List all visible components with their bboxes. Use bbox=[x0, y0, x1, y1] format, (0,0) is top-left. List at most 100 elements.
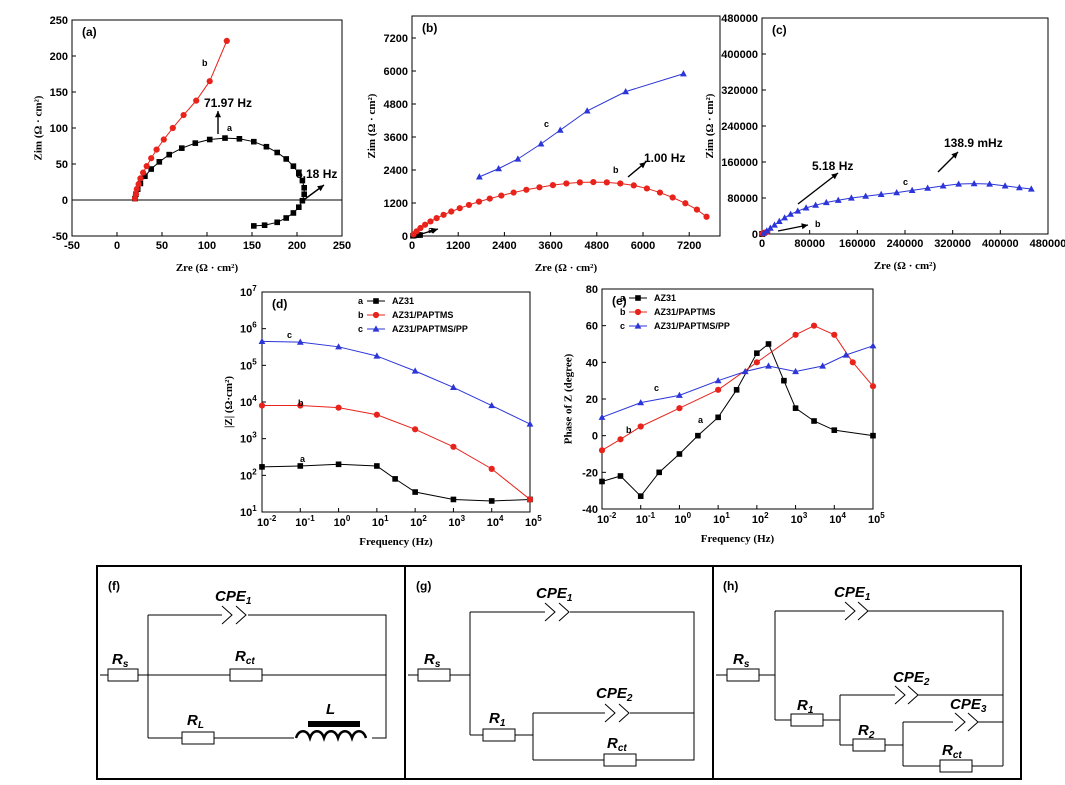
y-tick-label: 320000 bbox=[721, 85, 758, 97]
data-point bbox=[135, 181, 142, 188]
x-tick-label: 400000 bbox=[982, 238, 1019, 250]
plot-frame bbox=[601, 288, 874, 510]
data-point bbox=[822, 198, 830, 206]
data-point bbox=[296, 170, 302, 177]
data-point bbox=[297, 463, 304, 469]
data-point bbox=[598, 447, 606, 454]
data-point bbox=[834, 196, 842, 203]
series-line bbox=[479, 73, 684, 178]
rs-label: Rs bbox=[424, 651, 441, 670]
y-tick-label: 101 bbox=[240, 504, 257, 519]
data-point bbox=[495, 165, 503, 172]
y-tick-label: 102 bbox=[240, 467, 257, 482]
data-point bbox=[137, 175, 144, 182]
series-c bbox=[475, 70, 687, 180]
data-point bbox=[412, 489, 418, 495]
data-point bbox=[132, 191, 139, 198]
y-tick-label: 104 bbox=[240, 394, 257, 409]
legend-marker bbox=[634, 308, 642, 316]
x-tick-label: 160000 bbox=[839, 238, 876, 250]
data-point bbox=[148, 155, 155, 162]
data-point bbox=[583, 107, 591, 114]
data-point bbox=[669, 194, 676, 201]
legend-label: AZ31 bbox=[392, 296, 414, 306]
resistor-rl bbox=[181, 731, 215, 745]
curve-label: b bbox=[626, 425, 632, 435]
data-point bbox=[259, 464, 265, 470]
data-point bbox=[433, 215, 440, 222]
x-tick-label: 0 bbox=[759, 238, 765, 250]
data-point bbox=[392, 476, 398, 482]
data-point bbox=[765, 341, 772, 347]
inductor-label: L bbox=[326, 701, 335, 718]
data-point bbox=[695, 432, 701, 439]
x-axis-label: Frequency (Hz) bbox=[359, 536, 433, 548]
data-point bbox=[939, 182, 947, 189]
y-tick-label: 0 bbox=[402, 231, 408, 243]
annotation: c bbox=[903, 177, 908, 187]
data-point bbox=[486, 195, 493, 202]
resistor-rs bbox=[726, 668, 760, 682]
x-tick-label: 80000 bbox=[794, 238, 825, 250]
data-point bbox=[456, 205, 463, 212]
data-point bbox=[630, 182, 637, 189]
data-point bbox=[258, 337, 266, 344]
legend-marker bbox=[634, 322, 642, 329]
y-tick-label: 1200 bbox=[384, 198, 408, 210]
data-point bbox=[617, 180, 624, 187]
data-point bbox=[549, 182, 557, 189]
resistor-r1 bbox=[482, 728, 516, 742]
data-point bbox=[862, 192, 870, 199]
plot-frame bbox=[71, 19, 343, 237]
wire bbox=[408, 611, 695, 761]
y-tick-label: 40 bbox=[586, 357, 598, 369]
x-tick-label: 101 bbox=[713, 511, 730, 526]
x-tick-label: 150 bbox=[243, 240, 261, 252]
data-point bbox=[335, 461, 342, 468]
x-tick-label: 50 bbox=[156, 240, 168, 252]
y-tick-label: 160000 bbox=[721, 157, 758, 169]
data-point bbox=[753, 359, 760, 366]
annotation: 71.97 Hz bbox=[204, 96, 252, 110]
data-point bbox=[656, 469, 662, 476]
data-point bbox=[465, 201, 473, 209]
x-tick-label: 104 bbox=[487, 514, 504, 529]
y-tick-label: 0 bbox=[62, 195, 68, 207]
data-point bbox=[763, 227, 771, 234]
data-point bbox=[283, 156, 289, 162]
curve-label: a bbox=[698, 415, 704, 425]
data-point bbox=[970, 180, 978, 187]
annotation: a bbox=[428, 225, 434, 235]
series-line bbox=[601, 345, 874, 418]
data-point bbox=[475, 198, 483, 205]
data-point bbox=[599, 478, 605, 485]
y-tick-label: 60 bbox=[586, 321, 598, 333]
data-point bbox=[811, 418, 817, 424]
data-point bbox=[523, 186, 530, 193]
x-tick-label: 102 bbox=[752, 511, 769, 526]
resistor-rs bbox=[107, 668, 139, 682]
legend-label: AZ31 bbox=[654, 293, 676, 303]
y-tick-label: 50 bbox=[56, 159, 68, 171]
y-tick-label: 6000 bbox=[384, 66, 408, 78]
data-point bbox=[693, 206, 701, 213]
rct-label: Rct bbox=[607, 735, 627, 754]
data-point bbox=[299, 197, 306, 204]
data-point bbox=[847, 194, 855, 201]
data-point bbox=[498, 192, 505, 199]
cpe2-label: CPE2 bbox=[893, 669, 930, 688]
data-point bbox=[192, 140, 199, 146]
data-point bbox=[637, 399, 645, 406]
circuit-g-label: (g) bbox=[416, 579, 431, 593]
y-axis-label: Zim (Ω · cm²) bbox=[366, 93, 378, 158]
data-point bbox=[274, 219, 280, 226]
x-tick-label: 104 bbox=[829, 511, 846, 526]
annotation-arrow-head bbox=[801, 223, 808, 230]
cpe-symbol bbox=[221, 605, 247, 625]
x-tick-label: 6000 bbox=[631, 240, 655, 252]
series-line bbox=[262, 405, 531, 500]
rs-label: Rs bbox=[112, 651, 129, 670]
data-point bbox=[411, 367, 419, 374]
plot-frame bbox=[761, 17, 1049, 235]
